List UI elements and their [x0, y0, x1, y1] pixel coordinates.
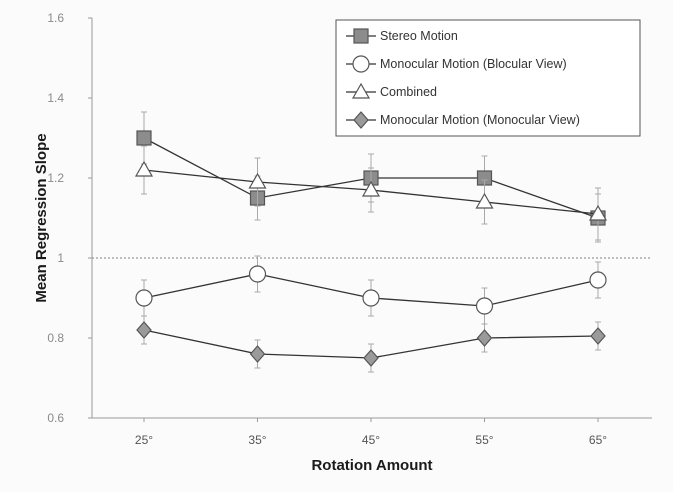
- series-3: [134, 145, 608, 241]
- data-point-triangle: [361, 180, 381, 197]
- data-point-diamond: [476, 329, 493, 347]
- data-point-diamond: [590, 327, 606, 345]
- y-tick-label: 1: [57, 251, 64, 265]
- chart-axes: [91, 18, 652, 419]
- y-tick-label: 1.2: [47, 171, 64, 185]
- data-point-triangle: [475, 192, 494, 209]
- legend-label: Monocular Motion (Blocular View): [380, 57, 567, 71]
- legend: Stereo Motion Monocular Motion (Blocular …: [335, 19, 641, 137]
- x-tick-label: 65°: [589, 433, 607, 447]
- legend-marker-diamond: [353, 111, 369, 129]
- series-4: [136, 315, 606, 373]
- data-point-circle: [475, 297, 494, 315]
- legend-marker-square: [353, 28, 369, 44]
- series-layer: [134, 111, 608, 373]
- legend-box: [335, 19, 641, 137]
- data-point-circle: [589, 271, 607, 289]
- x-tick-label: 45°: [362, 433, 380, 447]
- data-point-square: [136, 130, 152, 146]
- x-tick-label: 25°: [135, 433, 153, 447]
- y-axis-title: Mean Regression Slope: [33, 133, 50, 302]
- data-point-diamond: [363, 349, 379, 367]
- y-tick-label: 1.6: [47, 11, 64, 25]
- data-point-diamond: [249, 345, 266, 363]
- y-tick-label: 0.6: [47, 411, 64, 425]
- legend-label: Stereo Motion: [380, 29, 458, 43]
- data-point-triangle: [588, 204, 608, 221]
- legend-item: Combined: [346, 82, 437, 99]
- x-axis-title: Rotation Amount: [311, 457, 432, 474]
- data-point-circle: [362, 289, 380, 307]
- legend-marker-circle: [352, 55, 370, 73]
- legend-item: Stereo Motion: [346, 28, 458, 44]
- x-tick-labels: 25° 35° 45° 55° 65°: [135, 418, 607, 447]
- y-tick-label: 1.4: [47, 91, 64, 105]
- data-point-triangle: [134, 160, 154, 177]
- y-tick-label: 0.8: [47, 331, 64, 345]
- legend-item: Monocular Motion (Monocular View): [346, 111, 580, 129]
- legend-item: Monocular Motion (Blocular View): [346, 55, 567, 73]
- legend-label: Combined: [380, 85, 437, 99]
- x-tick-label: 55°: [475, 433, 493, 447]
- data-point-triangle: [248, 172, 267, 189]
- y-tick-labels: 0.6 0.8 1 1.2 1.4 1.6: [47, 11, 92, 425]
- x-tick-label: 35°: [248, 433, 266, 447]
- data-point-circle: [135, 289, 153, 307]
- series-2: [135, 255, 607, 325]
- data-point-diamond: [136, 321, 152, 339]
- data-point-circle: [248, 265, 267, 283]
- legend-label: Monocular Motion (Monocular View): [380, 113, 580, 127]
- legend-marker-triangle: [351, 82, 371, 99]
